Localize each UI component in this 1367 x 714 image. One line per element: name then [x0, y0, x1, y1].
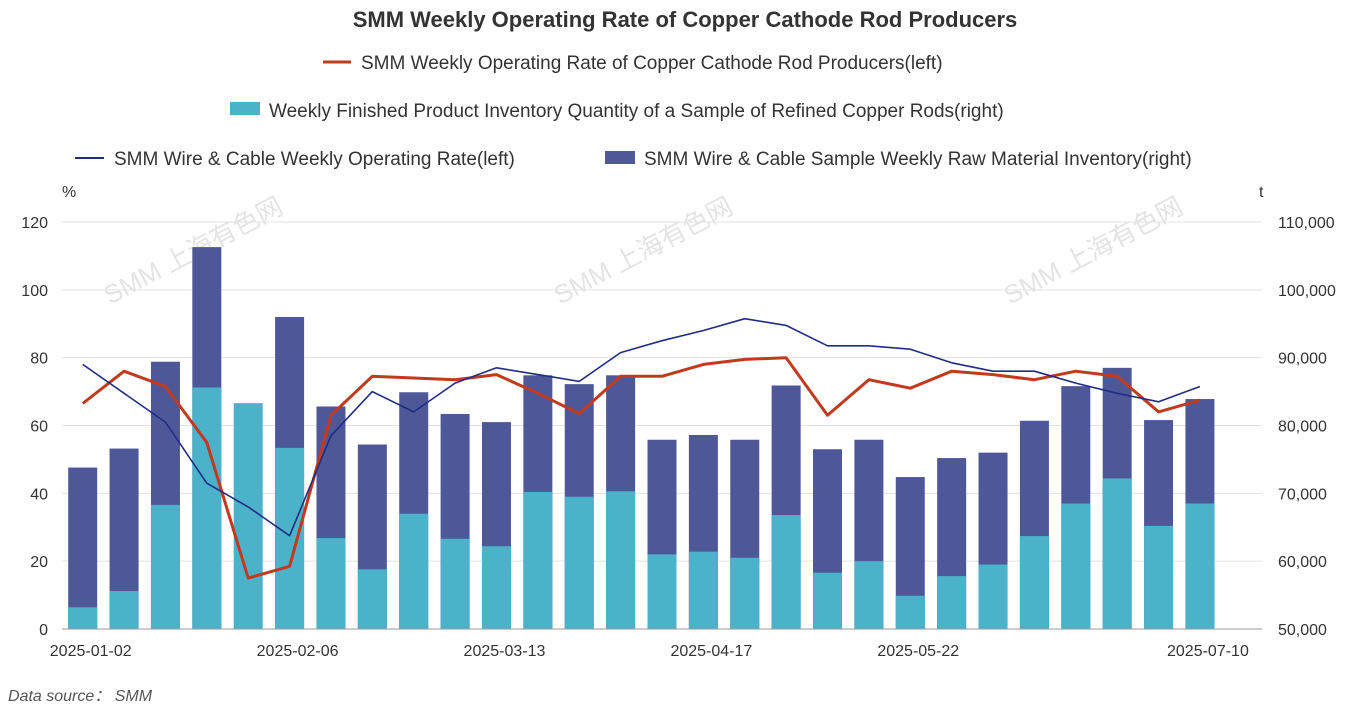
right-tick-label: 60,000	[1278, 554, 1327, 571]
bar-finished-inventory	[978, 564, 1008, 629]
left-axis-unit: %	[62, 184, 76, 201]
bar-finished-inventory	[1061, 503, 1091, 629]
bar-finished-inventory	[606, 491, 636, 629]
bar-finished-inventory	[771, 515, 801, 629]
legend-item-cable-rate[interactable]: SMM Wire & Cable Weekly Operating Rate(l…	[75, 149, 515, 170]
bar-finished-inventory	[150, 504, 180, 629]
bar-finished-inventory	[1144, 525, 1174, 629]
bar-finished-inventory	[647, 554, 677, 629]
bar-finished-inventory	[275, 447, 305, 629]
legend-label-rod-rate: SMM Weekly Operating Rate of Copper Cath…	[361, 53, 943, 74]
bar-finished-inventory	[730, 557, 760, 629]
x-tick-label: 2025-01-02	[50, 643, 132, 660]
bar-finished-inventory	[316, 538, 346, 629]
bar-finished-inventory	[233, 403, 263, 629]
left-tick-label: 40	[30, 486, 48, 503]
left-tick-label: 0	[39, 622, 48, 639]
left-tick-label: 20	[30, 554, 48, 571]
left-tick-label: 80	[30, 351, 48, 368]
legend-swatch-cable-inventory	[605, 151, 635, 164]
bar-finished-inventory	[357, 569, 387, 629]
x-tick-label: 2025-03-13	[464, 643, 546, 660]
right-tick-label: 50,000	[1278, 622, 1327, 639]
axes: 0 20 40 60 80 100 120 50,000 60,000 70,000 80,000 9…	[21, 215, 1336, 660]
x-tick-label: 2025-05-22	[877, 643, 959, 660]
bar-finished-inventory	[523, 491, 553, 629]
x-tick-label: 2025-04-17	[670, 643, 752, 660]
right-tick-label: 90,000	[1278, 351, 1327, 368]
bar-finished-inventory	[564, 496, 594, 629]
watermark-text: SMM 上海有色网	[999, 191, 1188, 310]
right-tick-label: 80,000	[1278, 419, 1327, 436]
data-source: Data source： SMM	[8, 688, 153, 705]
watermark-layer: SMM 上海有色网 SMM 上海有色网 SMM 上海有色网	[99, 191, 1188, 310]
bar-finished-inventory	[399, 513, 429, 629]
left-tick-label: 60	[30, 419, 48, 436]
bar-finished-inventory	[688, 551, 718, 629]
bar-finished-inventory	[192, 387, 222, 629]
chart-title: SMM Weekly Operating Rate of Copper Cath…	[353, 7, 1018, 32]
legend-label-cable-rate: SMM Wire & Cable Weekly Operating Rate(l…	[114, 149, 515, 170]
bar-finished-inventory	[854, 561, 884, 629]
bar-finished-inventory	[481, 546, 511, 629]
right-tick-label: 100,000	[1278, 283, 1336, 300]
bar-finished-inventory	[68, 607, 98, 629]
legend-item-rod-rate[interactable]: SMM Weekly Operating Rate of Copper Cath…	[323, 53, 943, 74]
bar-finished-inventory	[895, 595, 925, 629]
right-axis-unit: t	[1259, 184, 1264, 201]
line-cable-operating-rate	[82, 317, 1201, 537]
x-tick-label: 2025-02-06	[257, 643, 339, 660]
bar-finished-inventory	[813, 572, 843, 629]
bar-finished-inventory	[1019, 536, 1049, 629]
bar-finished-inventory	[440, 538, 470, 629]
right-tick-label: 70,000	[1278, 486, 1327, 503]
left-tick-label: 120	[21, 215, 48, 232]
bar-raw-inventory	[68, 467, 98, 629]
legend-label-rod-inventory: Weekly Finished Product Inventory Quanti…	[269, 101, 1004, 122]
bars	[68, 247, 1215, 629]
lines	[81, 317, 1201, 580]
left-tick-label: 100	[21, 283, 48, 300]
legend-swatch-rod-inventory	[230, 102, 260, 115]
watermark-text: SMM 上海有色网	[549, 191, 738, 310]
legend-item-rod-inventory[interactable]: Weekly Finished Product Inventory Quanti…	[230, 101, 1004, 122]
legend-label-cable-inventory: SMM Wire & Cable Sample Weekly Raw Mater…	[644, 149, 1192, 170]
bar-finished-inventory	[937, 576, 967, 629]
x-tick-label: 2025-07-10	[1167, 643, 1249, 660]
legend: SMM Weekly Operating Rate of Copper Cath…	[75, 53, 1192, 170]
right-tick-label: 110,000	[1278, 215, 1335, 232]
bar-finished-inventory	[109, 591, 139, 629]
line-rod-operating-rate	[81, 356, 1201, 580]
legend-item-cable-inventory[interactable]: SMM Wire & Cable Sample Weekly Raw Mater…	[605, 149, 1192, 170]
bar-finished-inventory	[1185, 503, 1215, 629]
bar-finished-inventory	[1102, 478, 1132, 629]
